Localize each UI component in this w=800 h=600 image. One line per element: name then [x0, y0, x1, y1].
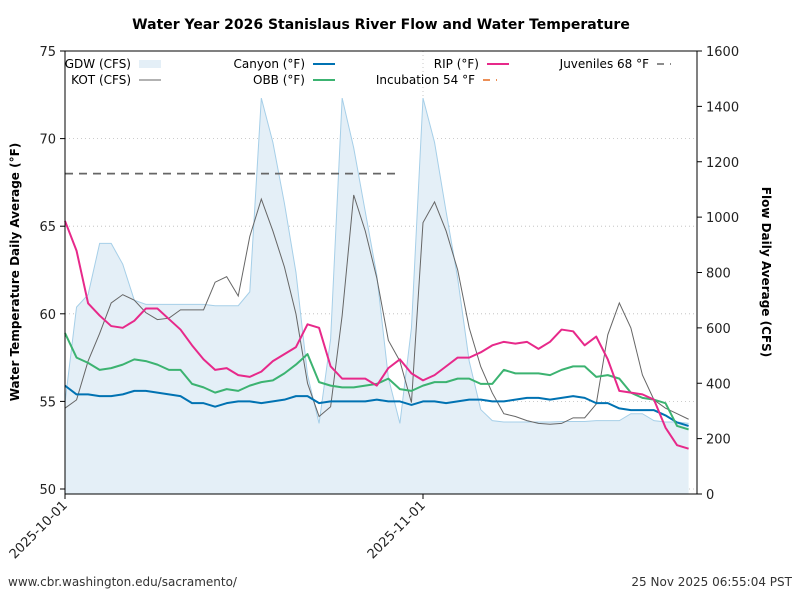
- legend-label: GDW (CFS): [65, 57, 131, 71]
- y-tick-label: 65: [39, 220, 56, 235]
- y2-tick-label: 1400: [706, 100, 739, 115]
- legend-item: Juveniles 68 °F: [559, 57, 679, 71]
- legend-item: OBB (°F): [253, 73, 335, 87]
- right-y-axis: 0 200 400 600 800 1000 1200 1400 1600: [697, 45, 739, 503]
- legend-item: GDW (CFS): [65, 57, 161, 71]
- timestamp: 25 Nov 2025 06:55:04 PST: [631, 575, 792, 589]
- legend-item: RIP (°F): [434, 57, 509, 71]
- legend-label: Incubation 54 °F: [376, 73, 475, 87]
- gdw-flow-area: [65, 98, 689, 494]
- y2-tick-label: 0: [706, 488, 714, 503]
- left-axis-label: Water Temperature Daily Average (°F): [8, 143, 22, 402]
- y-tick-label: 75: [39, 45, 56, 60]
- legend-label: OBB (°F): [253, 73, 305, 87]
- y-tick-label: 60: [39, 308, 56, 323]
- y2-tick-label: 400: [706, 377, 731, 392]
- chart-title: Water Year 2026 Stanislaus River Flow an…: [132, 17, 630, 33]
- y2-tick-label: 600: [706, 322, 731, 337]
- legend-label: RIP (°F): [434, 57, 479, 71]
- x-tick-label: 2025-11-01: [365, 498, 429, 562]
- legend-item: Canyon (°F): [234, 57, 335, 71]
- y-tick-label: 55: [39, 395, 56, 410]
- canyon-temp-line: [64, 384, 689, 427]
- legend-swatch: [139, 60, 161, 68]
- x-tick-label: 2025-10-01: [7, 498, 71, 562]
- flow-series: [64, 97, 689, 494]
- y-tick-label: 70: [39, 133, 56, 148]
- y2-tick-label: 1000: [706, 211, 739, 226]
- source-url[interactable]: www.cbr.washington.edu/sacramento/: [8, 575, 237, 589]
- y-tick-label: 50: [39, 483, 56, 498]
- y2-tick-label: 800: [706, 267, 731, 282]
- y2-tick-label: 200: [706, 433, 731, 448]
- right-axis-label: Flow Daily Average (CFS): [759, 187, 773, 357]
- y2-tick-label: 1200: [706, 156, 739, 171]
- legend: GDW (CFS) KOT (CFS) Canyon (°F) OBB (°F) RIP…: [65, 57, 679, 87]
- x-axis: 2025-10-01 2025-11-01: [7, 494, 429, 562]
- legend-item: KOT (CFS): [71, 73, 161, 87]
- left-y-axis: 50 55 60 65 70 75: [39, 45, 65, 498]
- legend-label: Canyon (°F): [234, 57, 305, 71]
- legend-item: Incubation 54 °F: [376, 73, 505, 87]
- temperature-series: [64, 220, 689, 450]
- legend-label: Juveniles 68 °F: [559, 57, 649, 71]
- y2-tick-label: 1600: [706, 45, 739, 60]
- gdw-flow-line: [64, 97, 689, 424]
- rip-temp-line: [64, 220, 689, 450]
- legend-label: KOT (CFS): [71, 73, 131, 87]
